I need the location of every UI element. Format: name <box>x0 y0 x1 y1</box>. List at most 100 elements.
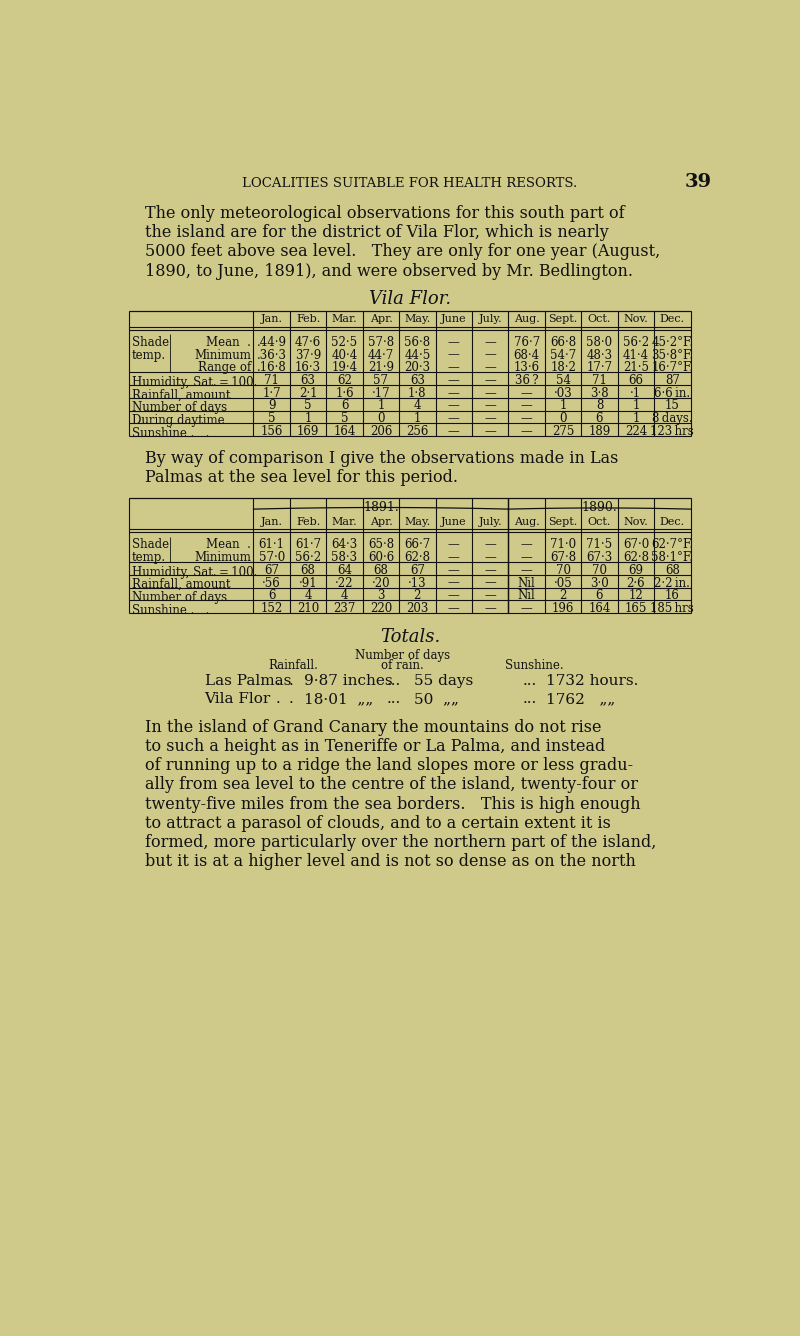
Text: 62·8: 62·8 <box>623 550 649 564</box>
Text: 12: 12 <box>629 589 643 603</box>
Text: 4: 4 <box>414 399 421 413</box>
Text: 66·7: 66·7 <box>404 538 430 552</box>
Text: to attract a parasol of clouds, and to a certain extent it is: to attract a parasol of clouds, and to a… <box>145 815 611 832</box>
Text: 44·7: 44·7 <box>368 349 394 362</box>
Text: 169: 169 <box>297 425 319 438</box>
Text: Mean  .: Mean . <box>206 538 251 552</box>
Text: 1: 1 <box>632 411 640 425</box>
Text: 1890.: 1890. <box>582 501 618 514</box>
Text: 52·5: 52·5 <box>331 335 358 349</box>
Text: Sunshine .   .: Sunshine . . <box>132 604 209 617</box>
Text: 1: 1 <box>632 399 640 413</box>
Text: 50  „„: 50 „„ <box>414 692 458 707</box>
Text: 1890, to June, 1891), and were observed by Mr. Bedlington.: 1890, to June, 1891), and were observed … <box>145 263 633 279</box>
Text: 1·6: 1·6 <box>335 386 354 399</box>
Text: —: — <box>448 335 460 349</box>
Text: Palmas at the sea level for this period.: Palmas at the sea level for this period. <box>145 469 458 486</box>
Text: Dec.: Dec. <box>660 314 685 325</box>
Text: 164: 164 <box>588 603 610 615</box>
Text: 2: 2 <box>414 589 421 603</box>
Text: Apr.: Apr. <box>370 314 392 325</box>
Text: Mar.: Mar. <box>332 314 358 325</box>
Text: Apr.: Apr. <box>370 517 392 526</box>
Text: Jan.: Jan. <box>261 517 282 526</box>
Text: Sunshine .   .: Sunshine . . <box>132 426 209 440</box>
Text: 2·2 in.: 2·2 in. <box>654 577 690 589</box>
Text: —: — <box>484 349 496 362</box>
Text: Sept.: Sept. <box>549 517 578 526</box>
Text: —: — <box>448 425 460 438</box>
Text: 44·5: 44·5 <box>404 349 430 362</box>
Text: —: — <box>448 399 460 413</box>
Text: 8 days.: 8 days. <box>652 411 693 425</box>
Text: 13·6: 13·6 <box>514 361 540 374</box>
Text: 0: 0 <box>377 411 385 425</box>
Text: 2·6: 2·6 <box>626 577 646 589</box>
Text: but it is at a higher level and is not so dense as on the north: but it is at a higher level and is not s… <box>145 854 636 870</box>
Text: 4: 4 <box>341 589 348 603</box>
Text: 60·6: 60·6 <box>368 550 394 564</box>
Text: ...: ... <box>522 692 537 707</box>
Text: 185 hrs: 185 hrs <box>650 603 694 615</box>
Text: 1: 1 <box>378 399 385 413</box>
Text: 123 hrs: 123 hrs <box>650 425 694 438</box>
Text: —: — <box>448 374 460 387</box>
Text: 203: 203 <box>406 603 429 615</box>
Text: 35·8°F.: 35·8°F. <box>651 349 694 362</box>
Text: 67·0: 67·0 <box>622 538 649 552</box>
Text: Aug.: Aug. <box>514 517 539 526</box>
Text: 17·7: 17·7 <box>586 361 613 374</box>
Text: ·05: ·05 <box>554 577 573 589</box>
Text: 64·3: 64·3 <box>331 538 358 552</box>
Text: Oct.: Oct. <box>588 314 611 325</box>
Text: Las Palmas: Las Palmas <box>205 673 291 688</box>
Text: ·1: ·1 <box>630 386 642 399</box>
Text: 156: 156 <box>261 425 283 438</box>
Text: 70: 70 <box>555 564 570 577</box>
Text: —: — <box>448 361 460 374</box>
Text: 21·5: 21·5 <box>623 361 649 374</box>
Text: Feb.: Feb. <box>296 314 320 325</box>
Text: 20·3: 20·3 <box>404 361 430 374</box>
Text: 9: 9 <box>268 399 275 413</box>
Text: 196: 196 <box>552 603 574 615</box>
Text: June: June <box>441 517 466 526</box>
Text: 2·1: 2·1 <box>299 386 318 399</box>
Text: —: — <box>484 538 496 552</box>
Text: Jan.: Jan. <box>261 314 282 325</box>
Text: 63: 63 <box>301 374 315 387</box>
Text: Shade: Shade <box>132 335 169 349</box>
Text: Nil: Nil <box>518 589 535 603</box>
Text: 1: 1 <box>304 411 312 425</box>
Text: 57·0: 57·0 <box>258 550 285 564</box>
Text: 61·7: 61·7 <box>295 538 321 552</box>
Text: —: — <box>521 399 533 413</box>
Text: Vila Flor: Vila Flor <box>205 692 271 707</box>
Text: —: — <box>484 550 496 564</box>
Text: 1·8: 1·8 <box>408 386 426 399</box>
Text: 4: 4 <box>304 589 312 603</box>
Text: ·20: ·20 <box>372 577 390 589</box>
Text: ·91: ·91 <box>298 577 318 589</box>
Text: .36·3: .36·3 <box>257 349 286 362</box>
Text: ·13: ·13 <box>408 577 426 589</box>
Text: 71·0: 71·0 <box>550 538 576 552</box>
Text: 206: 206 <box>370 425 392 438</box>
Text: ·56: ·56 <box>262 577 281 589</box>
Text: 19·4: 19·4 <box>331 361 358 374</box>
Text: ...: ... <box>386 673 401 688</box>
Text: 16·3: 16·3 <box>295 361 321 374</box>
Text: —: — <box>521 386 533 399</box>
Text: .: . <box>276 673 281 688</box>
Text: —: — <box>448 603 460 615</box>
Text: of rain.: of rain. <box>381 659 424 672</box>
Text: 45·2°F.: 45·2°F. <box>651 335 694 349</box>
Text: 58·1°F.: 58·1°F. <box>651 550 694 564</box>
Text: —: — <box>521 603 533 615</box>
Text: 61·1: 61·1 <box>258 538 285 552</box>
Text: .16·8: .16·8 <box>257 361 286 374</box>
Text: 6: 6 <box>596 589 603 603</box>
Text: ·03: ·03 <box>554 386 573 399</box>
Text: —: — <box>484 335 496 349</box>
Text: —: — <box>484 386 496 399</box>
